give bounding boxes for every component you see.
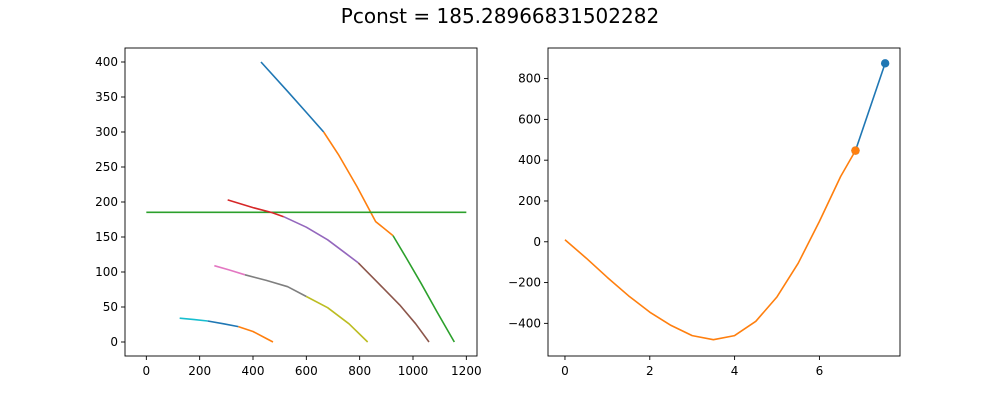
series-line-7: [357, 262, 430, 343]
x-tick-label: 600: [295, 364, 318, 378]
x-tick-label: 1200: [451, 364, 482, 378]
y-tick-label: 150: [95, 230, 118, 244]
y-tick-label: 250: [95, 160, 118, 174]
plot-panel-1: 0 200 400 600 800 1000 1200 0 50 100 150 200 250 300 3…: [95, 47, 482, 378]
y-tick-label: −200: [508, 276, 541, 290]
series-group: [146, 61, 467, 343]
figure-title: Pconst = 185.28966831502282: [340, 4, 660, 28]
y-tick-label: 200: [518, 194, 541, 208]
x-tick-label: 200: [188, 364, 211, 378]
series-line-1: [260, 61, 325, 133]
x-tick-label: 800: [348, 364, 371, 378]
series-marker-1: [880, 59, 890, 68]
x-tick-label: 0: [561, 364, 569, 378]
y-tick-label: 600: [518, 112, 541, 126]
x-tick-label: 0: [143, 364, 151, 378]
series-line-10: [305, 295, 369, 343]
y-tick-label: 800: [518, 72, 541, 86]
axes-frame: [547, 47, 901, 357]
series-line-11: [179, 317, 208, 322]
y-tick-label: 50: [103, 300, 118, 314]
series-line-2: [564, 150, 857, 341]
series-marker-2: [851, 146, 860, 155]
series-group: [564, 63, 886, 341]
x-tick-label: 4: [731, 364, 739, 378]
series-line-9: [244, 274, 307, 298]
y-tick-label: 0: [533, 235, 541, 249]
y-tick-label: 300: [95, 125, 118, 139]
x-tick-label: 400: [242, 364, 265, 378]
y-tick-label: 350: [95, 90, 118, 104]
y-tick-label: 400: [518, 153, 541, 167]
y-tick-label: 100: [95, 265, 118, 279]
series-line-8: [214, 264, 246, 276]
series-line-6: [283, 215, 359, 264]
series-line-12: [207, 320, 239, 328]
x-tick-label: 6: [816, 364, 824, 378]
series-line-5: [227, 199, 284, 218]
axes-frame: [124, 47, 478, 357]
y-tick-label: 200: [95, 195, 118, 209]
series-line-3: [392, 235, 456, 343]
y-tick-label: 400: [95, 55, 118, 69]
plot-panel-2: 0 2 4 6 −400 −200 0 200 400 600 800: [508, 47, 901, 378]
series-line-2: [323, 131, 394, 237]
x-tick-label: 2: [646, 364, 654, 378]
x-tick-label: 1000: [398, 364, 429, 378]
series-line-1: [854, 63, 886, 151]
series-line-13: [238, 325, 274, 343]
y-tick-label: 0: [110, 335, 118, 349]
y-tick-label: −400: [508, 316, 541, 330]
